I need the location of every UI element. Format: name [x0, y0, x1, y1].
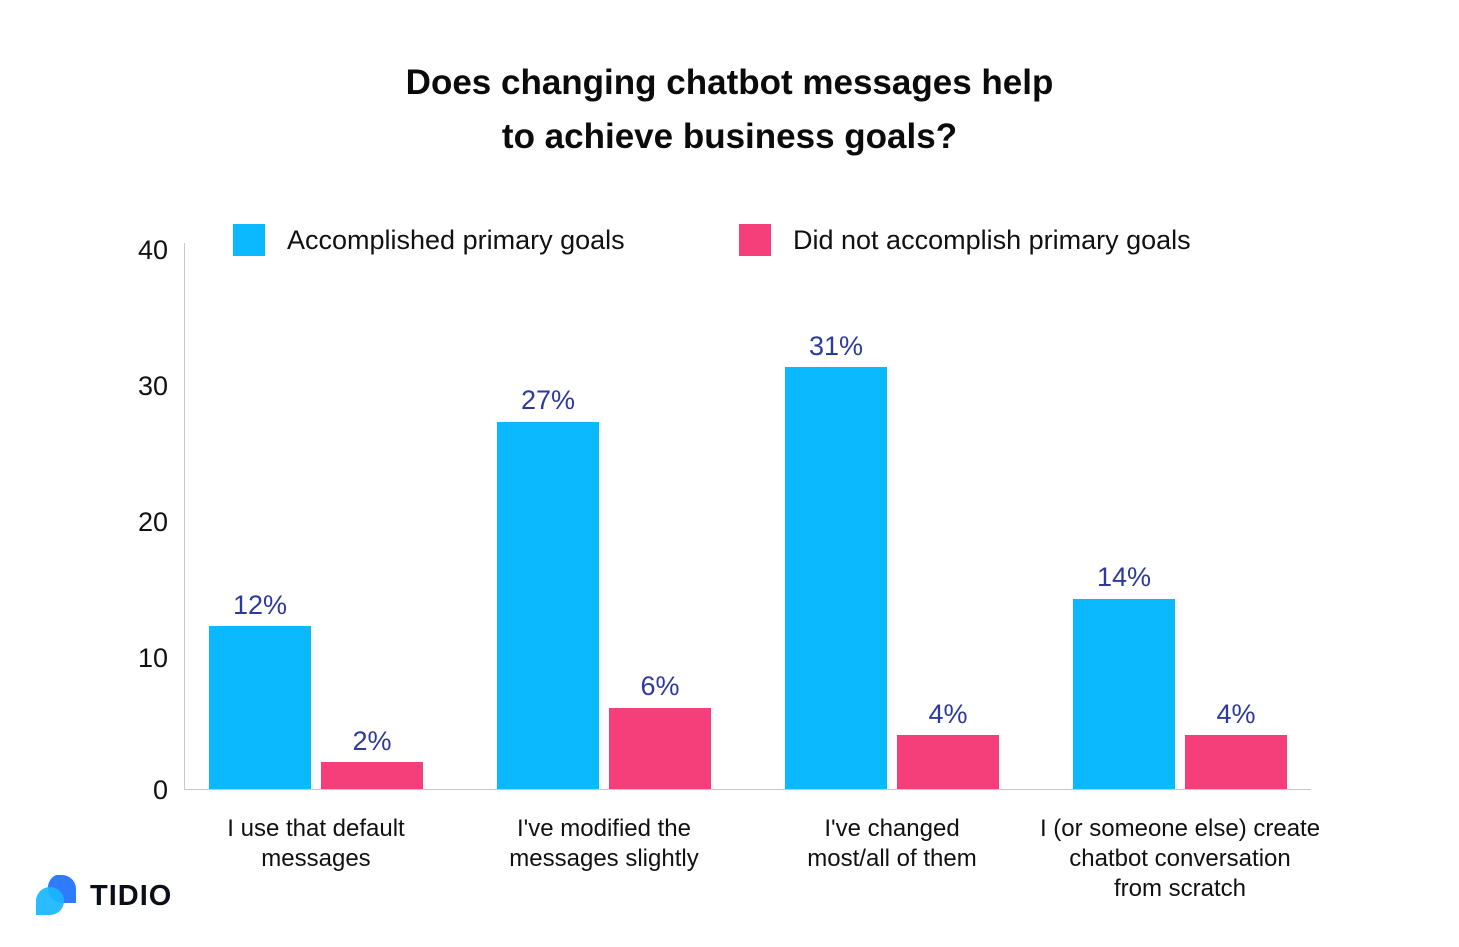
bar-accomplished-modified: [497, 422, 599, 789]
category-label-line: chatbot conversation: [1069, 845, 1291, 872]
bar-accomplished-changed: [785, 367, 887, 789]
category-label-modified: I've modified the messages slightly: [454, 814, 754, 874]
category-label-changed: I've changed most/all of them: [742, 814, 1042, 874]
category-label-line: I've modified the: [516, 815, 691, 842]
chart-title-line-1: Does changing chatbot messages help: [405, 63, 1054, 102]
category-label-line: I've changed: [824, 815, 960, 842]
bar-value-label: 2%: [352, 726, 392, 756]
y-tick-10: 10: [137, 643, 168, 673]
category-label-line: from scratch: [1113, 875, 1247, 902]
tidio-logo-text: TIDIO: [90, 879, 173, 912]
category-label-scratch: I (or someone else) create chatbot conve…: [1028, 814, 1332, 904]
chart-title-line-2: to achieve business goals?: [501, 117, 958, 156]
legend-item-not-accomplished: Did not accomplish primary goals: [739, 222, 1191, 258]
x-axis-line: [184, 789, 1311, 790]
bar-not-accomplished-modified: [609, 708, 711, 789]
bar-accomplished-scratch: [1073, 599, 1175, 789]
category-label-line: I use that default: [227, 815, 405, 842]
legend-label: Accomplished primary goals: [287, 224, 625, 255]
category-label-line: messages slightly: [509, 845, 699, 872]
tidio-chat-bubbles-icon: [36, 875, 76, 915]
bar-value-label: 4%: [1216, 699, 1256, 729]
legend-swatch-cyan-icon: [233, 224, 265, 256]
bar-value-label: 31%: [808, 331, 864, 361]
bar-value-label: 4%: [928, 699, 968, 729]
bar-not-accomplished-default: [321, 762, 423, 789]
y-axis-line: [184, 243, 185, 789]
bar-value-label: 27%: [520, 385, 576, 415]
bar-not-accomplished-changed: [897, 735, 999, 789]
chart-title: Does changing chatbot messages help to a…: [0, 56, 1459, 164]
legend-item-accomplished: Accomplished primary goals: [233, 222, 625, 258]
bar-value-label: 6%: [640, 671, 680, 701]
legend-swatch-pink-icon: [739, 224, 771, 256]
y-tick-0: 0: [152, 775, 168, 805]
legend-label: Did not accomplish primary goals: [793, 224, 1191, 255]
bar-value-label: 14%: [1096, 562, 1152, 592]
category-label-default: I use that default messages: [166, 814, 466, 874]
bar-not-accomplished-scratch: [1185, 735, 1287, 789]
y-tick-40: 40: [137, 235, 168, 265]
category-label-line: I (or someone else) create: [1039, 815, 1321, 842]
tidio-logo: TIDIO: [36, 875, 172, 917]
bar-value-label: 12%: [232, 590, 288, 620]
category-label-line: messages: [261, 845, 371, 872]
y-tick-30: 30: [137, 371, 168, 401]
y-tick-20: 20: [137, 507, 168, 537]
bar-accomplished-default: [209, 626, 311, 789]
category-label-line: most/all of them: [807, 845, 977, 872]
